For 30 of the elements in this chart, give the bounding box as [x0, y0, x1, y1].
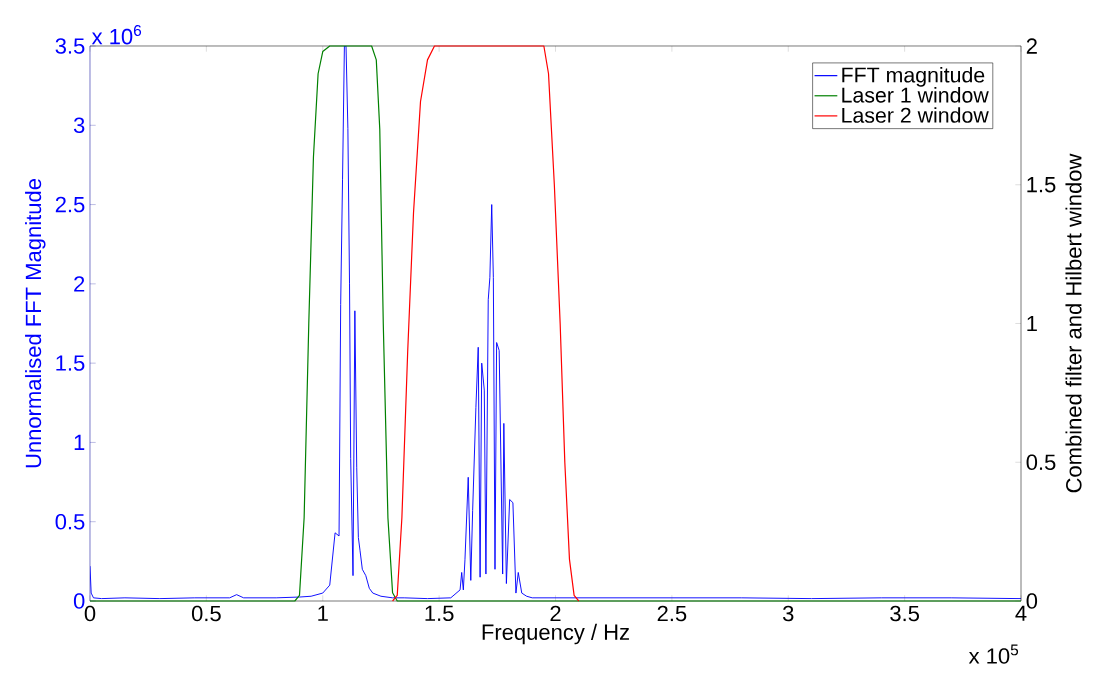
text: x 10$^{6}$ — [91, 25, 142, 45]
x-tick-label: 3 — [782, 605, 794, 622]
x-tick-label: 2 — [550, 605, 561, 622]
text: x 10$^{5}$ — [968, 644, 1019, 664]
y2-tick-label: 2 — [1026, 38, 1037, 54]
y-tick-label: 0 — [73, 593, 85, 609]
y2-tick-label: 0.5 — [1026, 454, 1056, 471]
legend-label: Laser 1 window — [842, 87, 989, 103]
y-tick-label: 0.5 — [55, 513, 85, 530]
x-tick-label: 3.5 — [890, 605, 919, 622]
x-tick-label: 2.5 — [657, 605, 687, 622]
x-tick-label: 1.5 — [425, 605, 454, 622]
legend-label: Laser 2 window — [842, 107, 989, 123]
y2-tick-label: 1 — [1027, 315, 1037, 332]
y-tick-label: 3 — [73, 117, 85, 134]
x-tick-label: 4 — [1015, 605, 1027, 621]
y-tick-label: 1 — [74, 434, 85, 450]
x-axis-title: Frequency / Hz — [482, 623, 629, 645]
y-tick-label: 1.5 — [56, 355, 85, 371]
legend-label: FFT magnitude — [842, 66, 985, 87]
x-tick-label: 1 — [318, 605, 328, 621]
y2-axis-title: Combined filter and Hilbert window — [1065, 153, 1082, 493]
y-tick-label: 3.5 — [55, 38, 85, 54]
y-tick-label: 2 — [74, 276, 85, 292]
y2-tick-label: 0 — [1026, 593, 1038, 609]
x-tick-label: 0.5 — [191, 605, 221, 622]
line-series — [391, 45, 580, 602]
y-tick-label: 2.5 — [55, 196, 85, 213]
y2-tick-label: 1.5 — [1027, 177, 1056, 193]
y-axis-title: Unnormalised FFT Magnitude — [25, 179, 46, 468]
